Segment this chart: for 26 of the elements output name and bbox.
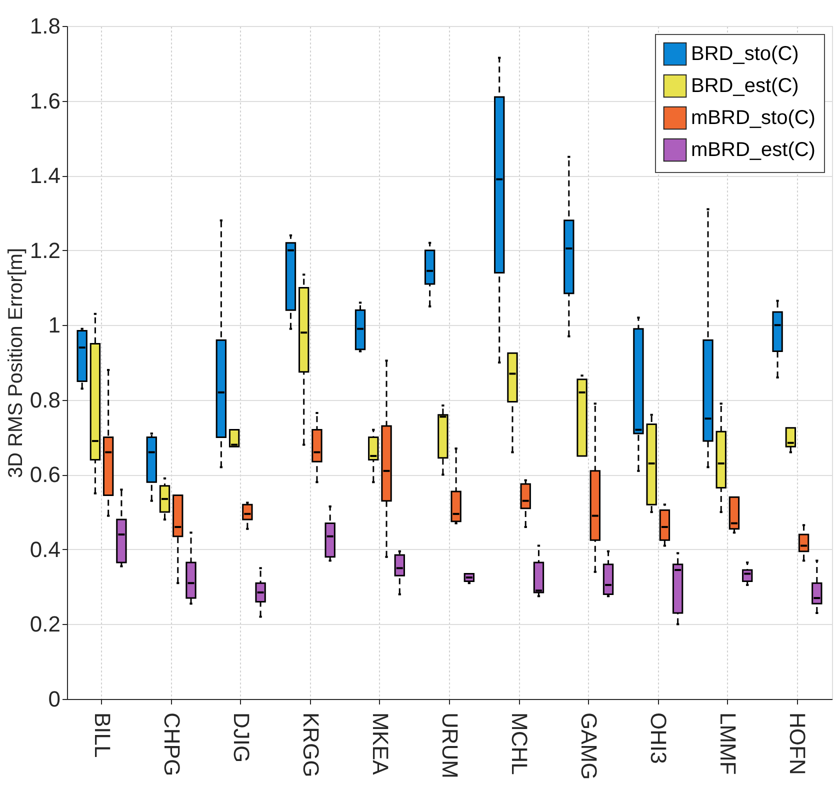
x-tick-label: LMMF (716, 712, 741, 775)
x-tick-label: URUM (438, 712, 462, 778)
y-tick-label: 1 (48, 312, 60, 338)
legend-label: BRD_est(C) (691, 75, 799, 97)
y-tick-label: 0.2 (30, 612, 60, 637)
x-tick-label: OHI3 (646, 712, 672, 764)
y-tick-label: 1.6 (30, 88, 60, 114)
x-tick-label: KRGG (298, 712, 324, 778)
legend-label: mBRD_sto(C) (691, 107, 816, 129)
y-tick-label: 1.4 (30, 163, 60, 188)
x-tick-label: MCHL (507, 712, 532, 775)
legend-label: mBRD_est(C) (691, 139, 816, 161)
x-tick-label: MKEA (368, 712, 393, 776)
y-axis-title: 3D RMS Position Error[m] (4, 248, 27, 478)
x-tick-label: GAMG (576, 712, 602, 780)
x-tick-label: BILL (90, 712, 115, 758)
y-tick-label: 0 (48, 686, 60, 712)
legend-label: BRD_sto(C) (691, 43, 799, 65)
y-tick-label: 1.8 (30, 14, 60, 38)
x-tick-label: CHPG (159, 712, 184, 776)
x-tick-label: HOFN (785, 712, 810, 775)
y-tick-label: 0.8 (30, 387, 60, 412)
y-tick-label: 1.2 (30, 238, 60, 263)
x-tick-label: DJIG (228, 712, 254, 763)
y-tick-label: 0.6 (30, 462, 60, 488)
y-tick-label: 0.4 (30, 536, 60, 562)
